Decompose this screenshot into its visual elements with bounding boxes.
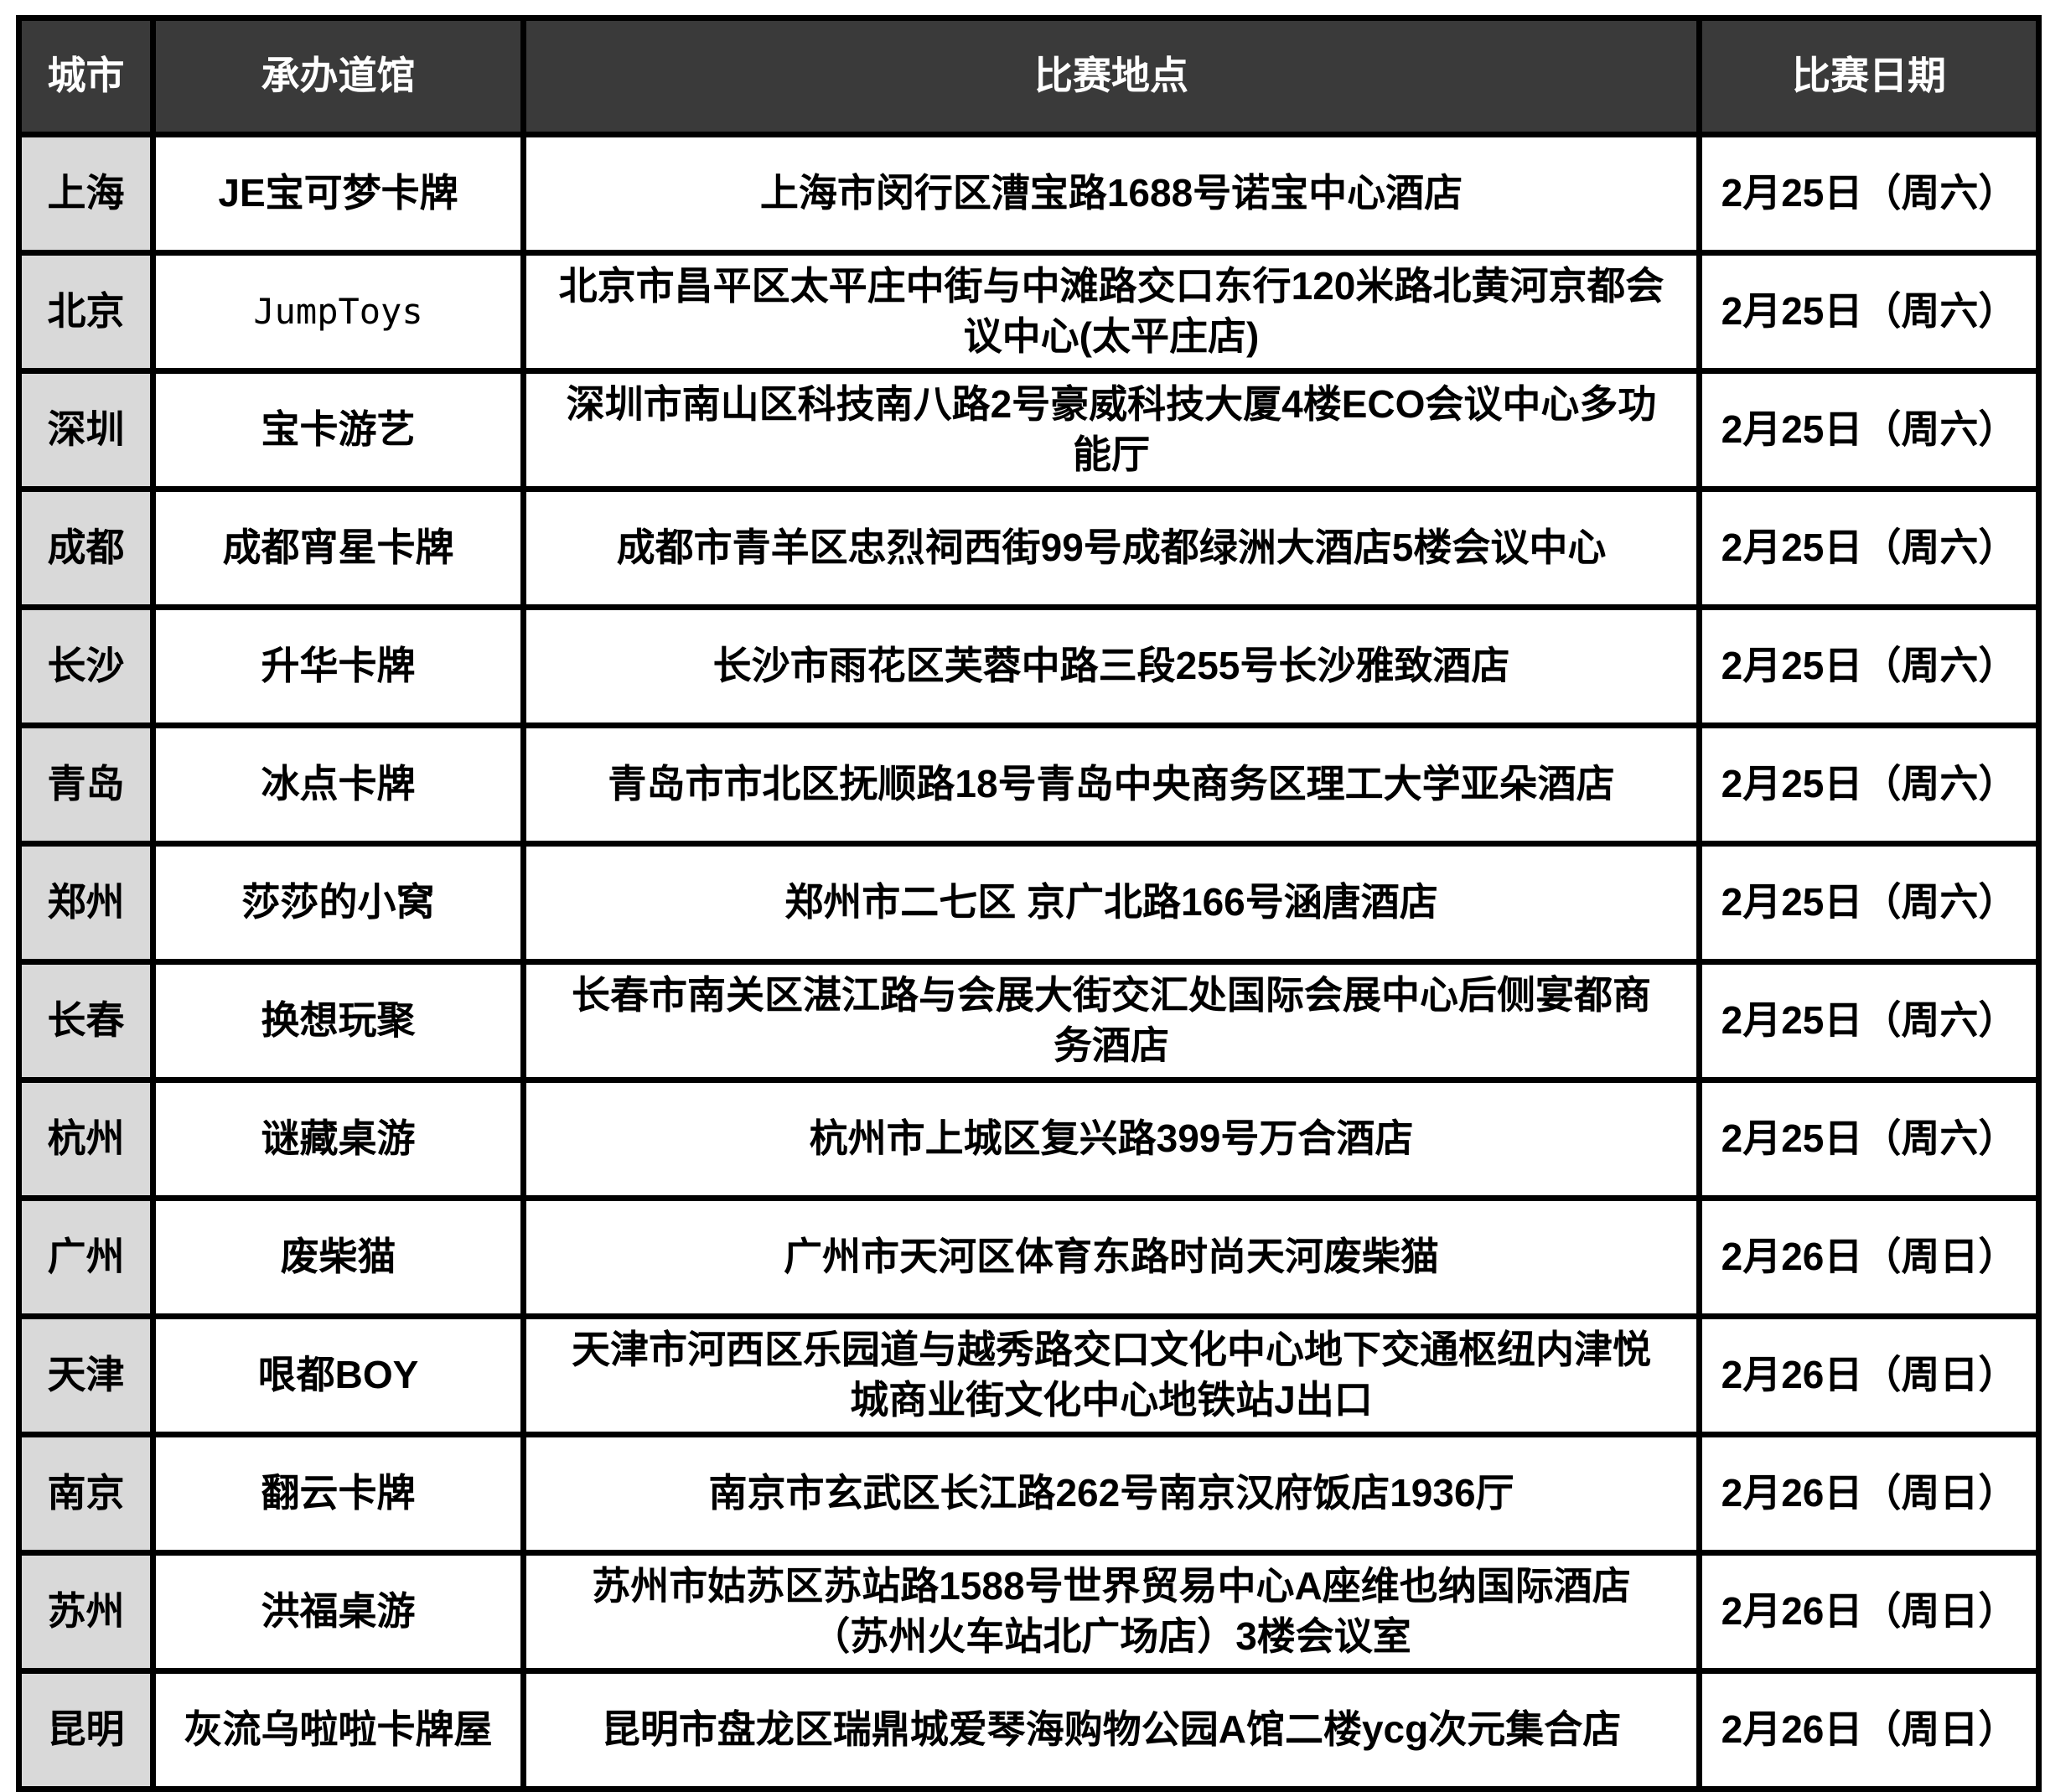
- header-row: 城市 承办道馆 比赛地点 比赛日期: [16, 15, 2042, 137]
- city-cell: 北京: [16, 250, 156, 374]
- city-cell: 青岛: [16, 722, 156, 847]
- gym-cell: JE宝可梦卡牌: [150, 132, 526, 256]
- date-cell: 2月26日（周日）: [1696, 1432, 2042, 1556]
- city-cell: 杭州: [16, 1077, 156, 1201]
- table-row: 上海 JE宝可梦卡牌 上海市闵行区漕宝路1688号诺宝中心酒店 2月25日（周六…: [16, 132, 2042, 256]
- gym-cell: 莎莎的小窝: [150, 841, 526, 965]
- gym-cell: 宝卡游艺: [150, 368, 526, 492]
- gym-cell: 升华卡牌: [150, 604, 526, 728]
- tournament-schedule-table: 城市 承办道馆 比赛地点 比赛日期 上海 JE宝可梦卡牌 上海市闵行区漕宝路16…: [16, 15, 2042, 1792]
- location-cell: 昆明市盘龙区瑞鼎城爱琴海购物公园A馆二楼ycg次元集合店: [520, 1668, 1702, 1792]
- table-row: 北京 JumpToys 北京市昌平区太平庄中街与中滩路交口东行120米路北黄河京…: [16, 250, 2042, 374]
- table-row: 长春 换想玩聚 长春市南关区湛江路与会展大街交汇处国际会展中心后侧宴都商务酒店 …: [16, 959, 2042, 1083]
- date-cell: 2月26日（周日）: [1696, 1313, 2042, 1437]
- location-cell: 深圳市南山区科技南八路2号豪威科技大厦4楼ECO会议中心多功能厅: [520, 368, 1702, 492]
- header-cell-city: 城市: [16, 15, 156, 137]
- date-cell: 2月26日（周日）: [1696, 1550, 2042, 1674]
- location-cell: 天津市河西区乐园道与越秀路交口文化中心地下交通枢纽内津悦城商业街文化中心地铁站J…: [520, 1313, 1702, 1437]
- gym-cell: 冰点卡牌: [150, 722, 526, 847]
- table-row: 杭州 谜藏桌游 杭州市上城区复兴路399号万合酒店 2月25日（周六）: [16, 1077, 2042, 1201]
- city-cell: 广州: [16, 1195, 156, 1319]
- table-row: 南京 翻云卡牌 南京市玄武区长江路262号南京汉府饭店1936厅 2月26日（周…: [16, 1432, 2042, 1556]
- table-row: 广州 废柴猫 广州市天河区体育东路时尚天河废柴猫 2月26日（周日）: [16, 1195, 2042, 1319]
- table-row: 昆明 灰流乌啦啦卡牌屋 昆明市盘龙区瑞鼎城爱琴海购物公园A馆二楼ycg次元集合店…: [16, 1668, 2042, 1792]
- location-cell: 郑州市二七区 京广北路166号涵唐酒店: [520, 841, 1702, 965]
- gym-cell: 谜藏桌游: [150, 1077, 526, 1201]
- date-cell: 2月25日（周六）: [1696, 1077, 2042, 1201]
- gym-cell: 哏都BOY: [150, 1313, 526, 1437]
- gym-cell: JumpToys: [150, 250, 526, 374]
- table-row: 郑州 莎莎的小窝 郑州市二七区 京广北路166号涵唐酒店 2月25日（周六）: [16, 841, 2042, 965]
- table-row: 成都 成都宵星卡牌 成都市青羊区忠烈祠西街99号成都绿洲大酒店5楼会议中心 2月…: [16, 486, 2042, 610]
- date-cell: 2月25日（周六）: [1696, 486, 2042, 610]
- city-cell: 成都: [16, 486, 156, 610]
- location-cell: 广州市天河区体育东路时尚天河废柴猫: [520, 1195, 1702, 1319]
- location-cell: 杭州市上城区复兴路399号万合酒店: [520, 1077, 1702, 1201]
- date-cell: 2月25日（周六）: [1696, 841, 2042, 965]
- location-cell: 青岛市市北区抚顺路18号青岛中央商务区理工大学亚朵酒店: [520, 722, 1702, 847]
- location-cell: 上海市闵行区漕宝路1688号诺宝中心酒店: [520, 132, 1702, 256]
- date-cell: 2月25日（周六）: [1696, 132, 2042, 256]
- header-cell-location: 比赛地点: [520, 15, 1702, 137]
- table-row: 深圳 宝卡游艺 深圳市南山区科技南八路2号豪威科技大厦4楼ECO会议中心多功能厅…: [16, 368, 2042, 492]
- date-cell: 2月26日（周日）: [1696, 1668, 2042, 1792]
- header-cell-date: 比赛日期: [1696, 15, 2042, 137]
- date-cell: 2月26日（周日）: [1696, 1195, 2042, 1319]
- gym-cell: 废柴猫: [150, 1195, 526, 1319]
- location-cell: 成都市青羊区忠烈祠西街99号成都绿洲大酒店5楼会议中心: [520, 486, 1702, 610]
- table-row: 青岛 冰点卡牌 青岛市市北区抚顺路18号青岛中央商务区理工大学亚朵酒店 2月25…: [16, 722, 2042, 847]
- table-row: 苏州 洪福桌游 苏州市姑苏区苏站路1588号世界贸易中心A座维也纳国际酒店（苏州…: [16, 1550, 2042, 1674]
- date-cell: 2月25日（周六）: [1696, 368, 2042, 492]
- gym-cell: 灰流乌啦啦卡牌屋: [150, 1668, 526, 1792]
- city-cell: 南京: [16, 1432, 156, 1556]
- date-cell: 2月25日（周六）: [1696, 604, 2042, 728]
- city-cell: 长春: [16, 959, 156, 1083]
- city-cell: 天津: [16, 1313, 156, 1437]
- table-row: 天津 哏都BOY 天津市河西区乐园道与越秀路交口文化中心地下交通枢纽内津悦城商业…: [16, 1313, 2042, 1437]
- date-cell: 2月25日（周六）: [1696, 959, 2042, 1083]
- gym-cell: 成都宵星卡牌: [150, 486, 526, 610]
- date-cell: 2月25日（周六）: [1696, 722, 2042, 847]
- city-cell: 郑州: [16, 841, 156, 965]
- city-cell: 深圳: [16, 368, 156, 492]
- header-cell-gym: 承办道馆: [150, 15, 526, 137]
- city-cell: 昆明: [16, 1668, 156, 1792]
- city-cell: 苏州: [16, 1550, 156, 1674]
- location-cell: 北京市昌平区太平庄中街与中滩路交口东行120米路北黄河京都会议中心(太平庄店): [520, 250, 1702, 374]
- city-cell: 上海: [16, 132, 156, 256]
- date-cell: 2月25日（周六）: [1696, 250, 2042, 374]
- location-cell: 长春市南关区湛江路与会展大街交汇处国际会展中心后侧宴都商务酒店: [520, 959, 1702, 1083]
- location-cell: 长沙市雨花区芙蓉中路三段255号长沙雅致酒店: [520, 604, 1702, 728]
- gym-cell: 换想玩聚: [150, 959, 526, 1083]
- gym-cell: 洪福桌游: [150, 1550, 526, 1674]
- city-cell: 长沙: [16, 604, 156, 728]
- gym-cell: 翻云卡牌: [150, 1432, 526, 1556]
- location-cell: 苏州市姑苏区苏站路1588号世界贸易中心A座维也纳国际酒店（苏州火车站北广场店）…: [520, 1550, 1702, 1674]
- table-row: 长沙 升华卡牌 长沙市雨花区芙蓉中路三段255号长沙雅致酒店 2月25日（周六）: [16, 604, 2042, 728]
- location-cell: 南京市玄武区长江路262号南京汉府饭店1936厅: [520, 1432, 1702, 1556]
